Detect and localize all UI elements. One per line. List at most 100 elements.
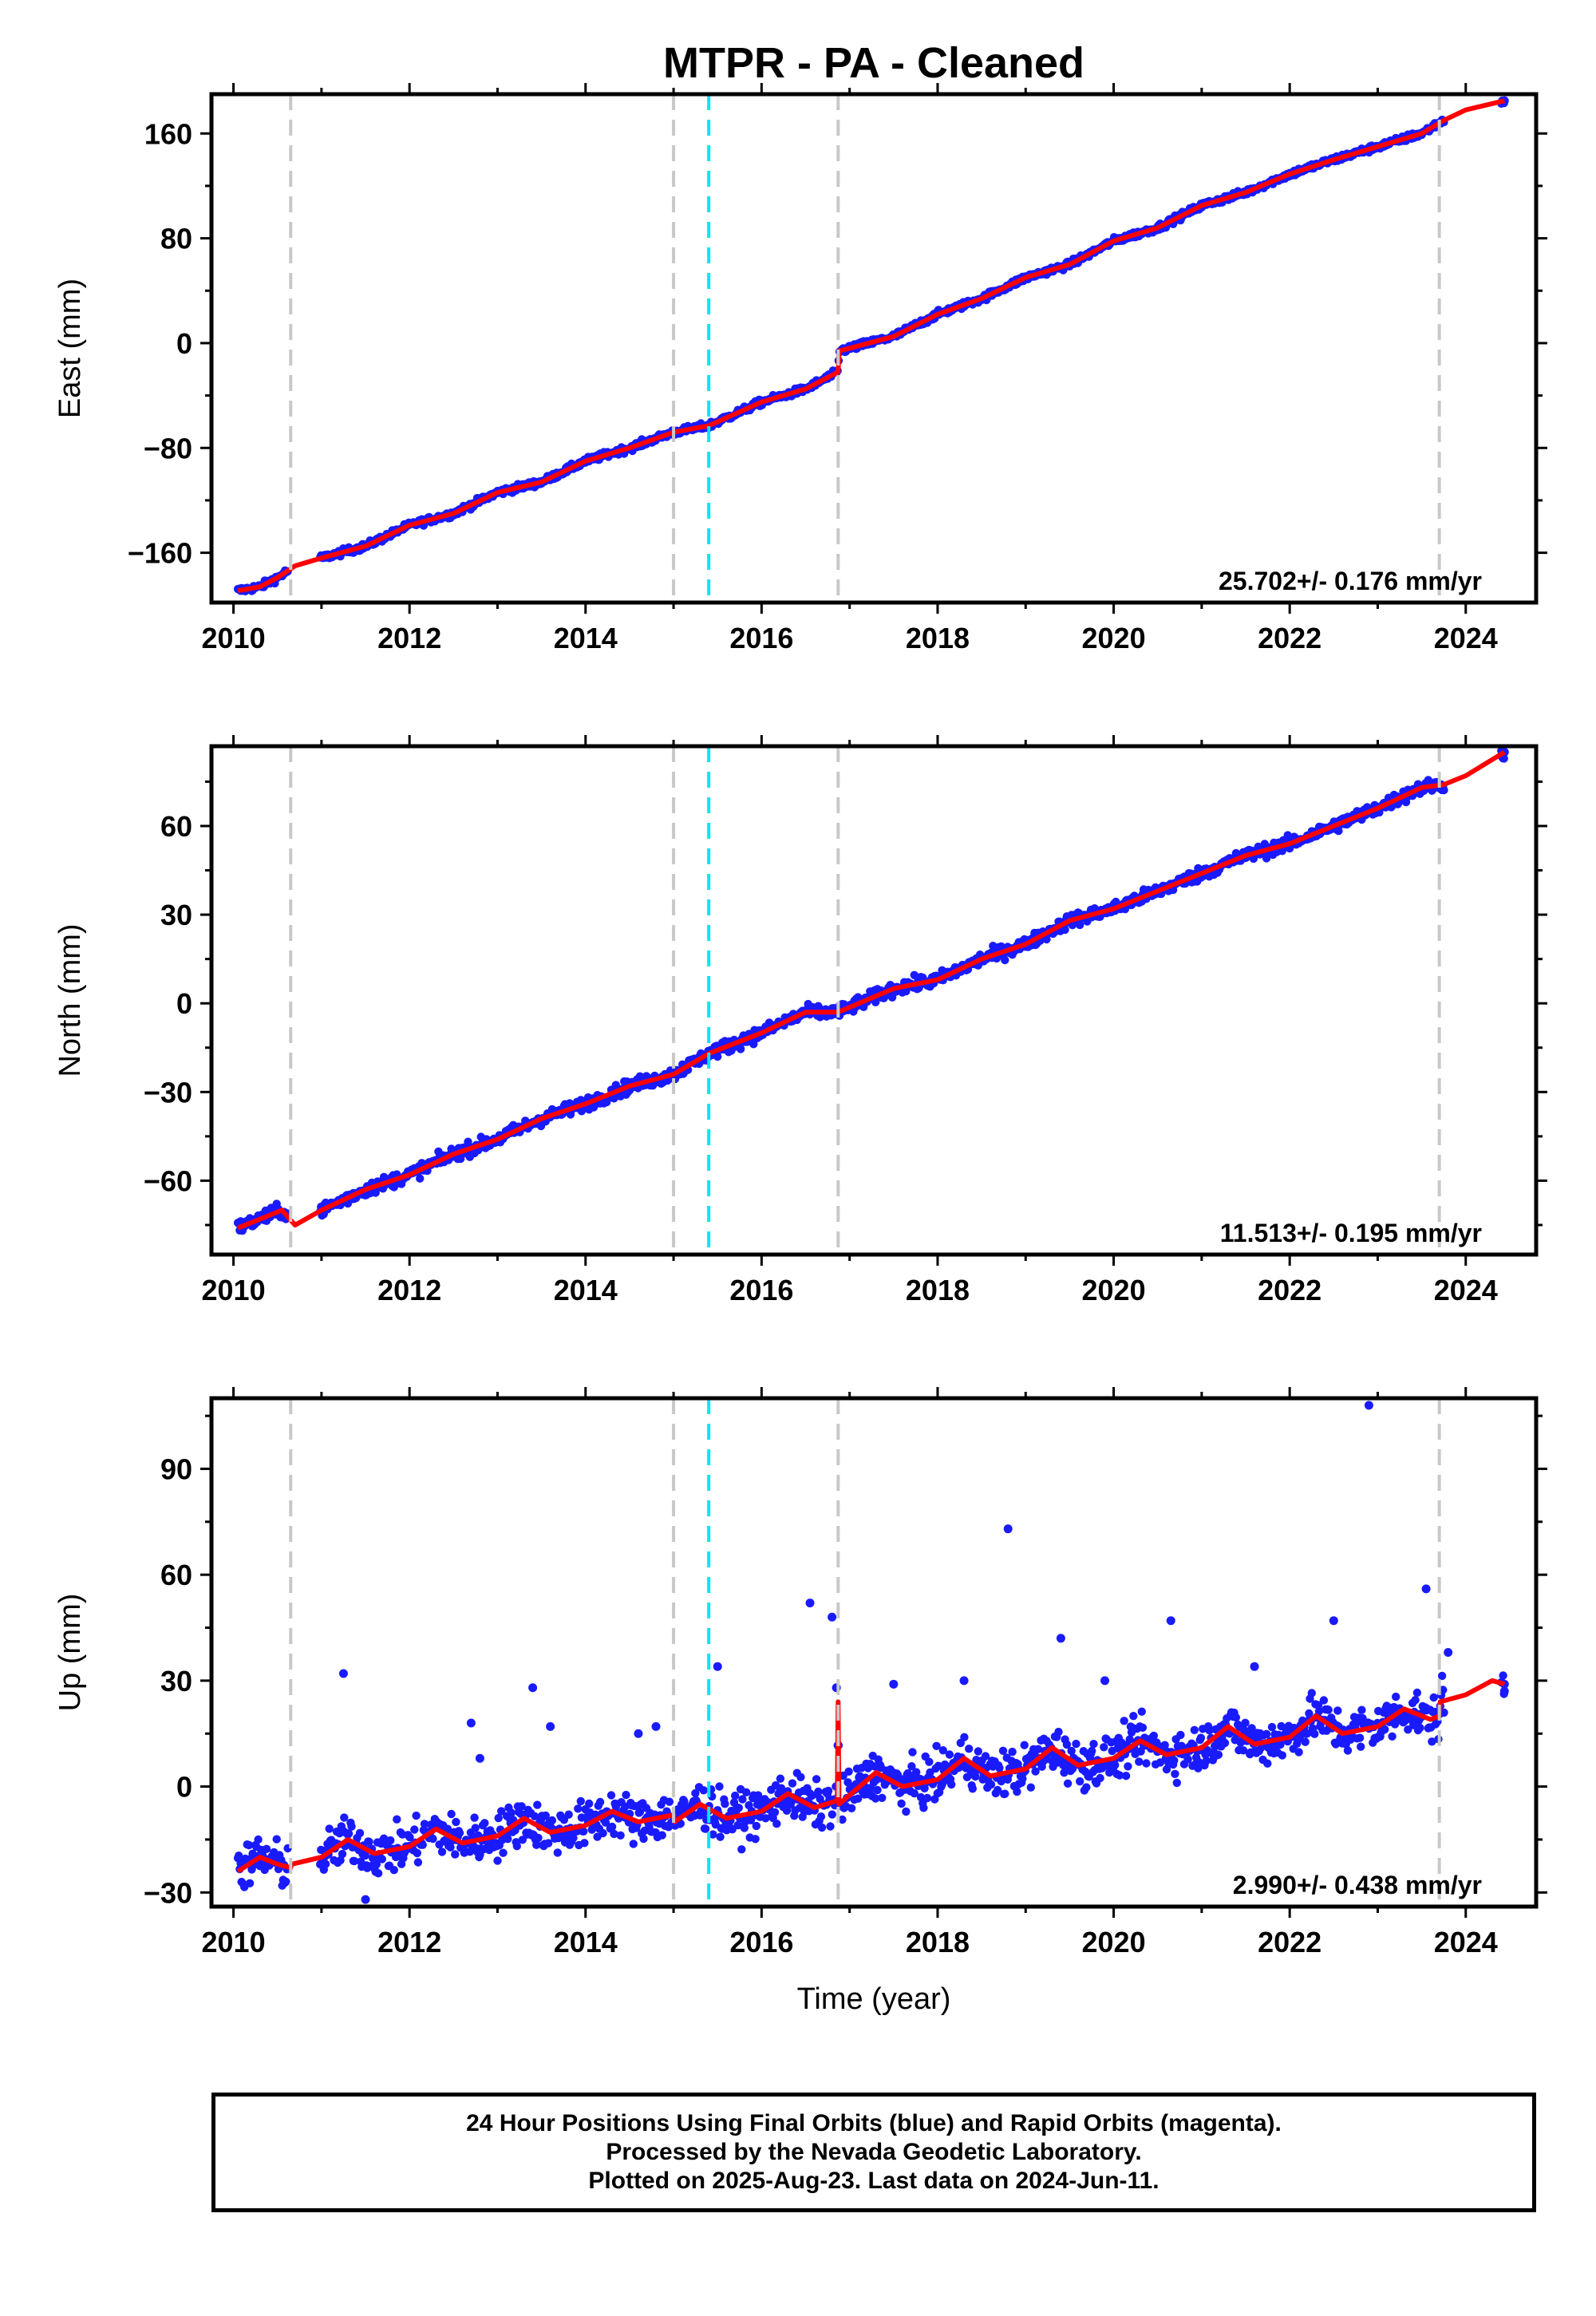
x-tick-label: 2024 (1434, 1926, 1498, 1958)
y-tick-label: 160 (144, 117, 192, 150)
data-point (1061, 925, 1069, 935)
data-point (713, 1052, 722, 1061)
data-point (1267, 1722, 1277, 1732)
plot-area-north (233, 746, 1509, 1255)
data-point (1196, 1733, 1206, 1742)
data-point (507, 1808, 516, 1817)
data-point (579, 1827, 588, 1836)
data-point (282, 1877, 290, 1886)
data-point (919, 1804, 928, 1812)
data-point-outlier (338, 1669, 348, 1678)
data-point (629, 1840, 638, 1848)
data-point (455, 1828, 464, 1837)
data-point (480, 1819, 489, 1828)
data-point-outlier (1056, 1634, 1065, 1643)
data-point (1358, 1713, 1367, 1723)
data-point-outlier (1100, 1676, 1110, 1686)
panel-up: 2010 2012 2014 2016 2018 2020 2022 2024 −30 0 30 60… (53, 1387, 1547, 1958)
data-point (751, 1835, 760, 1844)
data-point (1437, 1671, 1447, 1681)
data-point (902, 1807, 911, 1816)
data-point (361, 1851, 370, 1860)
data-point-outlier (361, 1895, 370, 1904)
data-point (420, 1820, 429, 1828)
data-point (993, 1785, 1002, 1795)
x-tick-label: 2022 (1258, 1274, 1321, 1306)
data-point (1440, 785, 1448, 795)
data-point (377, 1855, 386, 1863)
data-point (986, 1780, 996, 1789)
footer-box: 24 Hour Positions Using Final Orbits (bl… (211, 2093, 1536, 2212)
data-point (1355, 1733, 1365, 1742)
data-point (772, 1820, 781, 1828)
data-point (1111, 1761, 1120, 1769)
data-point (740, 1824, 749, 1832)
data-point (1499, 1671, 1507, 1680)
data-point (405, 1832, 414, 1842)
data-point (665, 1797, 674, 1806)
data-point (965, 1745, 974, 1753)
y-tick-label: −60 (144, 1164, 192, 1197)
data-point (971, 1772, 980, 1781)
data-point (828, 1810, 837, 1819)
data-point (932, 1741, 941, 1750)
data-point (1149, 1731, 1159, 1741)
data-point (844, 1767, 853, 1776)
data-point (1324, 1705, 1333, 1714)
data-point (493, 1856, 502, 1865)
y-tick-label: −30 (144, 1876, 192, 1909)
data-point (340, 1813, 349, 1822)
data-point (606, 1791, 616, 1800)
data-point (344, 1829, 354, 1838)
x-tick-label: 2010 (202, 1926, 266, 1958)
panel-north: 2010 2012 2014 2016 2018 2020 2022 2024 −60 −30 0 3… (53, 735, 1547, 1306)
footer-line-1: 24 Hour Positions Using Final Orbits (bl… (466, 2110, 1282, 2136)
data-point (776, 1784, 786, 1792)
x-tick-label: 2020 (1082, 1926, 1146, 1958)
x-tick-label: 2024 (1434, 622, 1498, 654)
data-point (908, 1748, 917, 1757)
x-tick-label: 2014 (554, 1926, 618, 1958)
data-point (691, 1788, 700, 1798)
data-point (1381, 1725, 1389, 1734)
data-point (1020, 1741, 1029, 1749)
data-point (734, 1804, 743, 1812)
data-point (437, 1848, 447, 1856)
data-point-outlier (1421, 1584, 1431, 1594)
data-point (1072, 1739, 1080, 1749)
data-point (1278, 1751, 1287, 1760)
data-point-outlier (1250, 1662, 1259, 1671)
data-point (272, 1835, 281, 1844)
x-tick-label: 2020 (1082, 1274, 1146, 1306)
data-point (471, 1824, 480, 1832)
data-point (553, 1848, 562, 1857)
data-point-outlier (1364, 1401, 1373, 1410)
data-point (912, 1768, 921, 1777)
data-point (635, 1808, 645, 1816)
data-point (1008, 1747, 1017, 1757)
data-point (245, 1879, 255, 1887)
model-line-up (236, 1678, 1506, 1874)
data-point-outlier (713, 1662, 722, 1671)
data-point (1170, 1756, 1179, 1765)
data-point (1142, 1759, 1151, 1768)
data-point (1121, 1772, 1131, 1780)
data-point (1062, 1740, 1072, 1749)
y-tick-label: 0 (176, 327, 192, 360)
data-point (1241, 1718, 1250, 1727)
data-point (699, 1786, 708, 1795)
data-point (968, 1784, 978, 1793)
rate-label-up: 2.990+/- 0.438 mm/yr (1233, 1871, 1482, 1899)
data-point (1124, 1762, 1132, 1771)
plot-area-east (233, 94, 1509, 603)
data-point (1115, 1771, 1124, 1780)
data-point (564, 1810, 573, 1819)
data-point (812, 1775, 821, 1784)
data-point (934, 1761, 943, 1770)
data-point (1176, 1730, 1185, 1740)
data-point (585, 1799, 594, 1808)
data-point (1137, 1707, 1147, 1716)
y-tick-label: 0 (176, 1771, 192, 1804)
data-point (569, 1833, 578, 1843)
